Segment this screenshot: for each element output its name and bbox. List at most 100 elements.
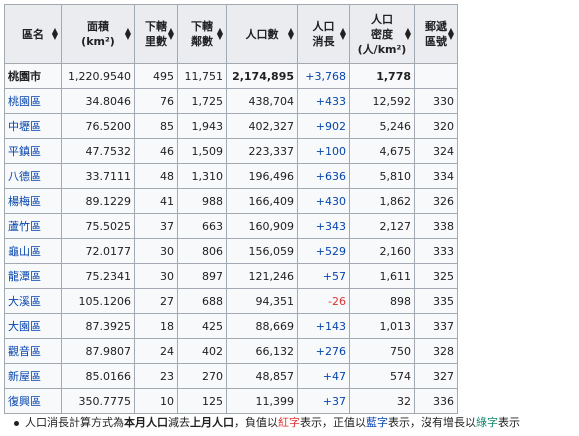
table-row: 觀音區 87.9807 24 402 66,132 +276 750 328	[4, 338, 458, 364]
cell-density: 1,013	[349, 313, 415, 339]
cell-population: 11,399	[226, 388, 298, 414]
cell-li: 24	[134, 338, 178, 364]
cell-area: 89.1229	[61, 188, 135, 214]
cell-postal: 333	[414, 238, 458, 264]
cell-postal: 327	[414, 363, 458, 389]
cell-change: +3,768	[297, 63, 350, 89]
cell-population: 166,409	[226, 188, 298, 214]
cell-district[interactable]: 新屋區	[4, 363, 62, 389]
cell-district[interactable]: 龜山區	[4, 238, 62, 264]
cell-change: +636	[297, 163, 350, 189]
cell-district[interactable]: 觀音區	[4, 338, 62, 364]
sort-icon[interactable]: ▲ ▼	[287, 26, 294, 41]
cell-postal: 326	[414, 188, 458, 214]
col-header-population[interactable]: 人口數 ▲ ▼	[226, 4, 298, 64]
cell-lin: 806	[177, 238, 227, 264]
cell-change: +37	[297, 388, 350, 414]
cell-district[interactable]: 桃園區	[4, 88, 62, 114]
cell-district[interactable]: 龍潭區	[4, 263, 62, 289]
sort-icon[interactable]: ▲ ▼	[124, 26, 131, 41]
cell-area: 72.0177	[61, 238, 135, 264]
cell-area: 87.3925	[61, 313, 135, 339]
cell-li: 10	[134, 388, 178, 414]
sort-icon[interactable]: ▲ ▼	[51, 26, 58, 41]
sort-icon[interactable]: ▲ ▼	[216, 26, 223, 41]
table-row: 中壢區 76.5200 85 1,943 402,327 +902 5,246 320	[4, 113, 458, 139]
cell-lin: 425	[177, 313, 227, 339]
cell-density: 12,592	[349, 88, 415, 114]
cell-lin: 1,943	[177, 113, 227, 139]
cell-population: 160,909	[226, 213, 298, 239]
cell-postal: 328	[414, 338, 458, 364]
cell-lin: 688	[177, 288, 227, 314]
cell-population: 402,327	[226, 113, 298, 139]
cell-density: 5,810	[349, 163, 415, 189]
col-header-density[interactable]: 人口 密度 (人/km²) ▲ ▼	[349, 4, 415, 64]
cell-lin: 1,725	[177, 88, 227, 114]
cell-district[interactable]: 大溪區	[4, 288, 62, 314]
col-header-area[interactable]: 面積 (km²) ▲ ▼	[61, 4, 135, 64]
cell-li: 85	[134, 113, 178, 139]
cell-lin: 11,751	[177, 63, 227, 89]
cell-change: +343	[297, 213, 350, 239]
cell-density: 1,611	[349, 263, 415, 289]
col-header-postal[interactable]: 郵遞 區號 ▲ ▼	[414, 4, 458, 64]
cell-lin: 897	[177, 263, 227, 289]
cell-population: 121,246	[226, 263, 298, 289]
cell-li: 18	[134, 313, 178, 339]
sort-icon[interactable]: ▲ ▼	[404, 26, 411, 41]
cell-density: 1,862	[349, 188, 415, 214]
cell-density: 2,127	[349, 213, 415, 239]
cell-li: 30	[134, 263, 178, 289]
cell-district[interactable]: 復興區	[4, 388, 62, 414]
cell-postal: 324	[414, 138, 458, 164]
cell-area: 47.7532	[61, 138, 135, 164]
cell-district[interactable]: 大園區	[4, 313, 62, 339]
cell-postal	[414, 63, 458, 89]
col-header-li[interactable]: 下轄 里數 ▲ ▼	[134, 4, 178, 64]
table-row: 復興區 350.7775 10 125 11,399 +37 32 336	[4, 388, 458, 414]
table-row: 大溪區 105.1206 27 688 94,351 -26 898 335	[4, 288, 458, 314]
cell-postal: 334	[414, 163, 458, 189]
table-row: 桃園區 34.8046 76 1,725 438,704 +433 12,592 330	[4, 88, 458, 114]
cell-lin: 402	[177, 338, 227, 364]
cell-density: 32	[349, 388, 415, 414]
cell-population: 223,337	[226, 138, 298, 164]
cell-population: 48,857	[226, 363, 298, 389]
col-header-lin[interactable]: 下轄 鄰數 ▲ ▼	[177, 4, 227, 64]
footnote: 人口消長計算方式為本月人口減去上月人口，負值以紅字表示，正值以藍字表示，沒有增長…	[14, 414, 520, 430]
table-row: 桃園市 1,220.9540 495 11,751 2,174,895 +3,768 1,7…	[4, 63, 458, 89]
col-header-change[interactable]: 人口 消長 ▲ ▼	[297, 4, 350, 64]
cell-district[interactable]: 蘆竹區	[4, 213, 62, 239]
cell-area: 350.7775	[61, 388, 135, 414]
cell-li: 23	[134, 363, 178, 389]
sort-icon[interactable]: ▲ ▼	[339, 26, 346, 41]
table-row: 新屋區 85.0166 23 270 48,857 +47 574 327	[4, 363, 458, 389]
cell-district[interactable]: 楊梅區	[4, 188, 62, 214]
cell-district[interactable]: 中壢區	[4, 113, 62, 139]
cell-population: 156,059	[226, 238, 298, 264]
cell-change: +529	[297, 238, 350, 264]
cell-lin: 988	[177, 188, 227, 214]
cell-li: 48	[134, 163, 178, 189]
cell-postal: 320	[414, 113, 458, 139]
cell-area: 75.5025	[61, 213, 135, 239]
cell-district[interactable]: 平鎮區	[4, 138, 62, 164]
cell-change: +276	[297, 338, 350, 364]
cell-density: 898	[349, 288, 415, 314]
cell-area: 33.7111	[61, 163, 135, 189]
cell-district[interactable]: 八德區	[4, 163, 62, 189]
cell-area: 85.0166	[61, 363, 135, 389]
col-header-district[interactable]: 區名 ▲ ▼	[4, 4, 62, 64]
header-row: 區名 ▲ ▼ 面積 (km²) ▲ ▼ 下轄 里數 ▲ ▼ 下轄 鄰數 ▲ ▼ 人口數 …	[4, 4, 458, 64]
sort-icon[interactable]: ▲ ▼	[447, 26, 454, 41]
table-row: 八德區 33.7111 48 1,310 196,496 +636 5,810 334	[4, 163, 458, 189]
cell-density: 750	[349, 338, 415, 364]
cell-change: +47	[297, 363, 350, 389]
cell-change: +430	[297, 188, 350, 214]
cell-li: 41	[134, 188, 178, 214]
cell-area: 105.1206	[61, 288, 135, 314]
cell-density: 574	[349, 363, 415, 389]
table-row: 大園區 87.3925 18 425 88,669 +143 1,013 337	[4, 313, 458, 339]
sort-icon[interactable]: ▲ ▼	[167, 26, 174, 41]
